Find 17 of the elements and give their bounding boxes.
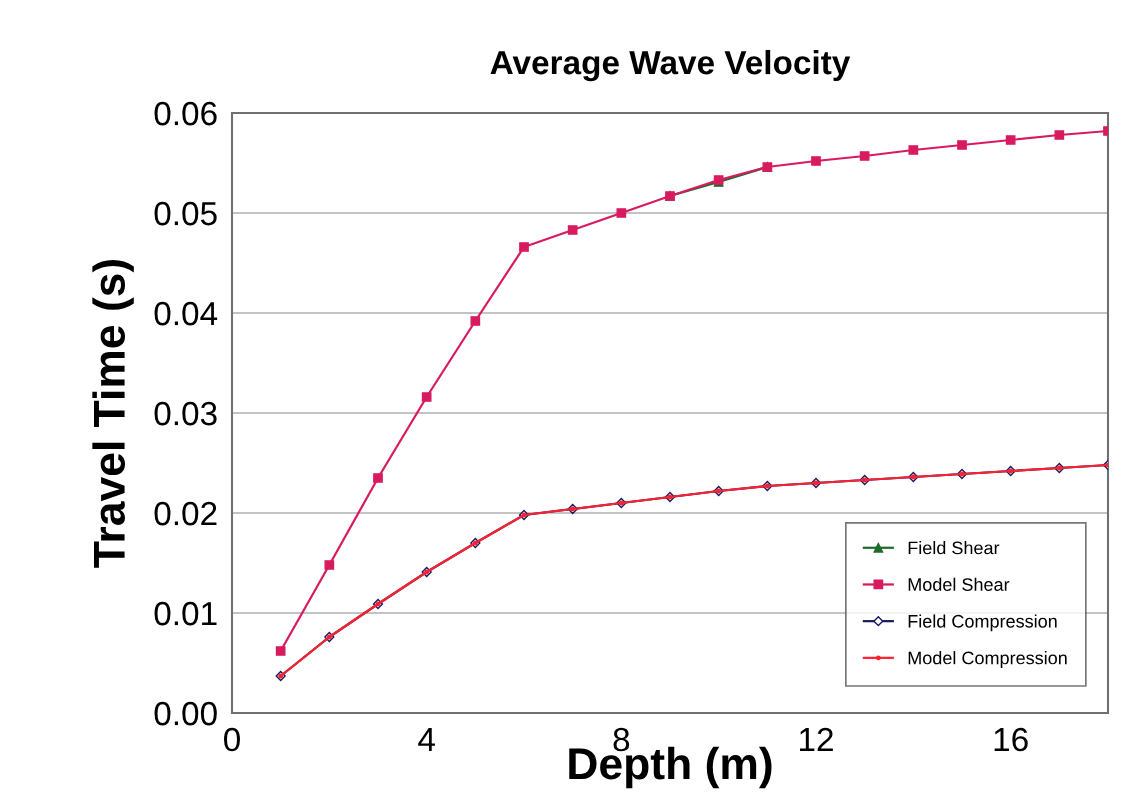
y-tick-label: 0.04: [154, 301, 218, 326]
y-tick-label: 0.00: [154, 701, 217, 726]
x-tick-label: 12: [800, 727, 833, 752]
y-tick-label: 0.03: [154, 401, 217, 426]
x-tick-label: 4: [418, 728, 435, 752]
legend-label: Field Shear: [908, 541, 1000, 555]
x-tick-label: 0: [224, 727, 240, 752]
legend-label: Field Compression: [908, 614, 1057, 632]
y-tick-label: 0.05: [154, 201, 217, 226]
y-axis-title: Travel Time (s): [92, 259, 134, 568]
y-tick-label: 0.02: [154, 501, 217, 526]
y-tick-label: 0.01: [154, 601, 217, 626]
chart-title: Average Wave Velocity: [490, 49, 851, 82]
x-tick-label: 16: [994, 727, 1028, 752]
y-tick-label: 0.06: [154, 101, 217, 126]
legend-label: Model Shear: [908, 577, 1010, 591]
legend-label: Model Compression: [908, 651, 1067, 668]
